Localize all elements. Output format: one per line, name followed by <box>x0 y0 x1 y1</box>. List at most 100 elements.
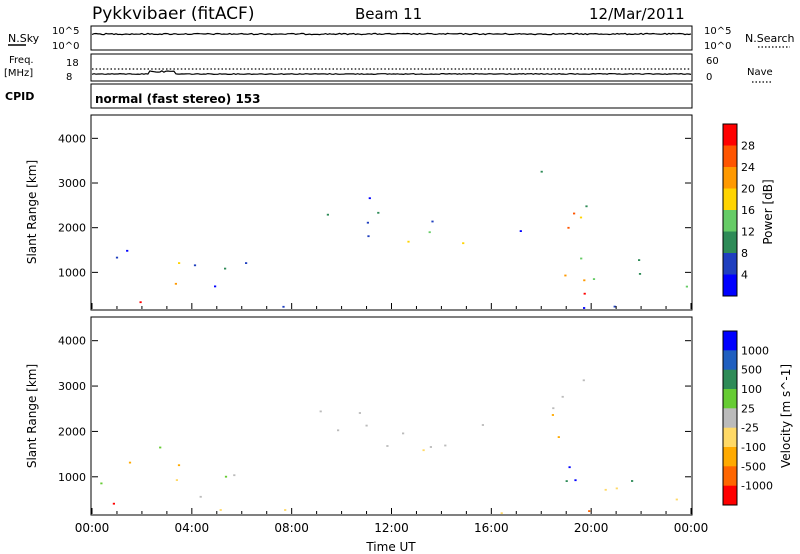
velocity-heatmap <box>100 379 678 514</box>
power-cell <box>366 221 369 224</box>
power-cell <box>638 259 641 261</box>
power-heatmap <box>115 170 688 309</box>
power-y-tick-label: 3000 <box>58 177 86 190</box>
velocity-cell <box>615 487 618 490</box>
velocity-y-tick-label: 4000 <box>58 335 86 348</box>
power-cell <box>407 240 410 243</box>
power-colorbar: 4 8 12 16 20 24 28 <box>722 123 755 297</box>
power-cell <box>174 282 177 285</box>
power-colorbar-swatch <box>723 210 737 232</box>
velocity-colorbar-swatch <box>723 350 737 371</box>
velocity-cell <box>675 498 678 501</box>
power-y-label: Slant Range [km] <box>25 160 39 264</box>
x-tick-label: 08:00 <box>274 521 309 535</box>
power-colorbar-swatch <box>723 274 737 297</box>
noise-strip: N.Sky 10^5 10^0 10^5 10^0 N.Search <box>8 25 795 52</box>
velocity-colorbar-tick-label: -500 <box>741 460 766 473</box>
freq-label-2: [MHz] <box>4 68 33 79</box>
power-cell <box>585 205 588 208</box>
velocity-cell <box>337 429 340 432</box>
noise-strip-frame <box>90 25 693 51</box>
power-colorbar-tick-label: 20 <box>741 183 755 196</box>
power-cell <box>579 216 583 219</box>
velocity-y-label: Slant Range [km] <box>25 364 39 468</box>
velocity-colorbar-swatch <box>723 331 737 351</box>
velocity-y-tick-label: 1000 <box>58 471 86 484</box>
x-tick-label: 12:00 <box>374 521 409 535</box>
velocity-colorbar-frame <box>722 330 738 506</box>
power-y-tick-label: 2000 <box>58 222 86 235</box>
velocity-cell <box>112 502 115 505</box>
power-colorbar-label: Power [dB] <box>761 179 775 244</box>
velocity-cell <box>175 479 178 481</box>
power-colorbar-swatch <box>723 124 737 146</box>
nave-tick-top: 60 <box>706 56 719 67</box>
power-cell <box>580 257 583 260</box>
freq-strip: Freq. [MHz] 18 8 60 0 Nave <box>4 53 773 83</box>
velocity-cell <box>444 444 447 447</box>
radar-title: Pykkvibaer (fitACF) <box>92 4 254 24</box>
x-tick-label: 00:00 <box>674 521 709 535</box>
power-panel: 1000 2000 3000 4000 Slant Range [km] 4 8 12 16… <box>25 114 775 311</box>
velocity-x-axis: 00:00 04:00 08:00 12:00 16:00 20:00 00:00 <box>75 508 709 535</box>
cpid-strip-frame <box>90 83 693 109</box>
nsearch-label: N.Search <box>745 32 795 45</box>
velocity-cell <box>199 495 202 498</box>
power-cell <box>462 242 465 245</box>
velocity-cell <box>604 488 607 491</box>
power-cell <box>540 170 543 173</box>
freq-label-1: Freq. <box>9 55 34 66</box>
power-cell <box>573 212 576 215</box>
velocity-cell <box>319 410 322 413</box>
power-colorbar-tick-label: 24 <box>741 161 755 174</box>
power-cell <box>368 197 371 200</box>
velocity-colorbar-swatch <box>723 466 737 487</box>
velocity-y-tick-label: 3000 <box>58 380 86 393</box>
velocity-cell <box>429 446 432 448</box>
velocity-colorbar-tick-label: 1000 <box>741 344 769 357</box>
velocity-cell <box>177 464 181 467</box>
velocity-cell <box>565 480 568 482</box>
velocity-colorbar-label: Velocity [m s^-1] <box>779 364 793 468</box>
power-colorbar-tick-label: 12 <box>741 226 755 239</box>
power-cell <box>193 264 197 267</box>
nave-tick-bottom: 0 <box>706 72 712 83</box>
power-y-tick-label: 4000 <box>58 132 86 145</box>
velocity-colorbar-swatch <box>723 447 737 467</box>
date-label: 12/Mar/2011 <box>589 5 685 23</box>
velocity-cell <box>100 482 103 485</box>
freq-trace <box>91 70 692 76</box>
velocity-cell <box>631 480 634 482</box>
power-cell <box>245 262 248 264</box>
velocity-cell <box>557 436 560 438</box>
velocity-cell <box>358 412 361 414</box>
velocity-cell <box>219 509 222 511</box>
power-colorbar-tick-label: 8 <box>741 247 748 260</box>
velocity-colorbar-tick-label: -25 <box>741 422 759 435</box>
power-cell <box>282 305 285 308</box>
velocity-cell <box>128 461 132 464</box>
velocity-frame <box>90 316 693 516</box>
velocity-colorbar-tick-label: 25 <box>741 402 755 415</box>
velocity-colorbar-swatch <box>723 369 737 390</box>
power-cell <box>638 273 642 275</box>
x-axis-label: Time UT <box>365 540 416 554</box>
x-tick-label: 00:00 <box>75 521 110 535</box>
velocity-colorbar-tick-label: 100 <box>741 383 762 396</box>
power-colorbar-swatch <box>723 231 737 254</box>
power-colorbar-swatch <box>723 188 737 211</box>
velocity-cell <box>551 414 554 416</box>
power-colorbar-swatch <box>723 167 737 189</box>
velocity-colorbar-tick-label: -1000 <box>741 480 773 493</box>
velocity-y-axis: 1000 2000 3000 4000 <box>58 335 691 484</box>
power-cell <box>326 213 329 216</box>
velocity-cell <box>422 449 425 452</box>
velocity-cell <box>224 475 228 478</box>
velocity-y-tick-label: 2000 <box>58 425 86 438</box>
noise-tick-left-top: 10^5 <box>52 26 79 37</box>
velocity-cell <box>481 424 484 426</box>
power-colorbar-frame <box>722 123 738 297</box>
velocity-cell <box>386 445 389 447</box>
power-cell <box>564 274 567 277</box>
